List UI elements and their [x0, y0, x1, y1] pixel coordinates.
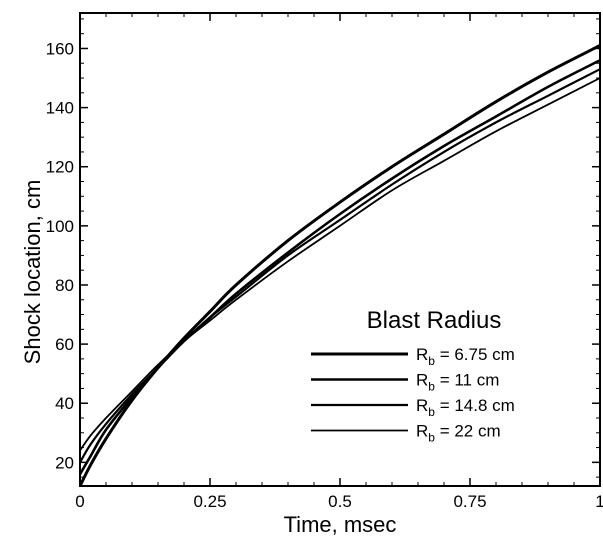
- y-tick-label: 100: [46, 217, 74, 236]
- series-line-4: [80, 77, 600, 452]
- legend-title: Blast Radius: [367, 307, 502, 334]
- x-axis: 0 0.25 0.5 0.75 1: [75, 13, 603, 511]
- plot-frame: [79, 12, 601, 487]
- x-tick-label: 0: [75, 492, 84, 511]
- legend-label-4: Rb = 22 cm: [416, 422, 501, 445]
- y-tick-label: 60: [55, 335, 74, 354]
- legend-label-3: Rb = 14.8 cm: [416, 396, 515, 419]
- y-tick-label: 20: [55, 453, 74, 472]
- y-axis-label: Shock location, cm: [20, 180, 45, 365]
- x-tick-label: 0.5: [328, 492, 352, 511]
- y-tick-label: 120: [46, 158, 74, 177]
- y-tick-label: 140: [46, 99, 74, 118]
- series-line-3: [80, 68, 600, 463]
- x-tick-label: 0.25: [193, 492, 226, 511]
- x-tick-label: 1: [595, 492, 603, 511]
- x-tick-label: 0.75: [453, 492, 486, 511]
- legend-label-1: Rb = 6.75 cm: [416, 345, 515, 368]
- series-line-1: [80, 44, 600, 486]
- x-axis-label: Time, msec: [284, 512, 397, 537]
- legend-label-2: Rb = 11 cm: [416, 371, 499, 394]
- y-tick-label: 160: [46, 39, 74, 58]
- plot-area: [79, 12, 601, 487]
- y-axis: 20 40 60 80 100 120 140 160: [46, 18, 600, 478]
- series-line-2: [80, 59, 600, 475]
- y-tick-label: 40: [55, 394, 74, 413]
- y-tick-label: 80: [55, 276, 74, 295]
